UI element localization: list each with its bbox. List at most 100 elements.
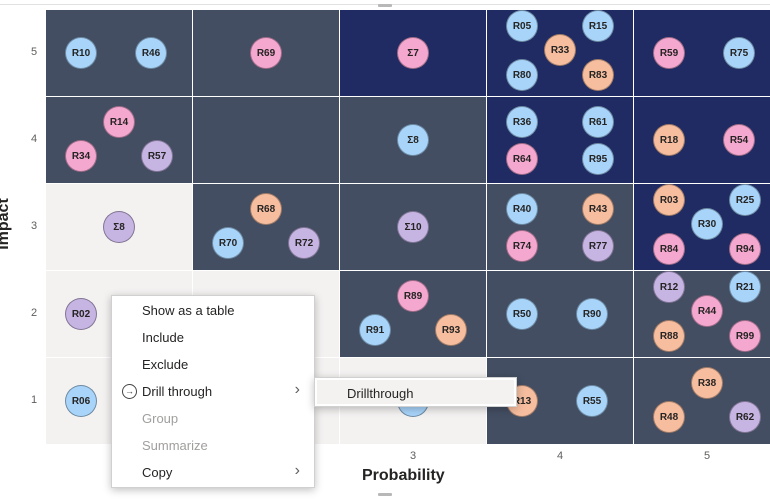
drill-through-icon: → bbox=[122, 384, 137, 399]
y-axis-title: Impact bbox=[0, 198, 12, 250]
x-tick-label: 4 bbox=[556, 450, 564, 462]
risk-bubble[interactable]: R14 bbox=[103, 106, 135, 138]
risk-bubble[interactable]: R91 bbox=[359, 314, 391, 346]
menu-item-copy[interactable]: Copy › bbox=[112, 459, 314, 486]
risk-bubble[interactable]: R18 bbox=[653, 124, 685, 156]
risk-bubble[interactable]: R64 bbox=[506, 143, 538, 175]
risk-bubble[interactable]: R55 bbox=[576, 385, 608, 417]
risk-bubble[interactable]: Σ7 bbox=[397, 37, 429, 69]
risk-bubble[interactable]: R02 bbox=[65, 298, 97, 330]
matrix-cell[interactable]: R12 R21 R44 R88 R99 bbox=[634, 271, 770, 357]
y-tick-label: 2 bbox=[30, 307, 38, 319]
matrix-cell[interactable]: R38 R48 R62 bbox=[634, 358, 770, 444]
menu-item-label: Include bbox=[142, 330, 184, 345]
matrix-cell[interactable] bbox=[193, 97, 339, 183]
x-tick-label: 5 bbox=[703, 450, 711, 462]
matrix-cell[interactable]: Σ7 bbox=[340, 10, 486, 96]
risk-matrix: R10 R46 R69 Σ7 R05 R15 R33 R80 R83 R59 R75 R14 R34 R5… bbox=[30, 10, 770, 462]
risk-bubble[interactable]: R33 bbox=[544, 34, 576, 66]
y-tick-label: 1 bbox=[30, 394, 38, 406]
risk-bubble[interactable]: R43 bbox=[582, 193, 614, 225]
risk-bubble[interactable]: R95 bbox=[582, 143, 614, 175]
submenu-item-drillthrough[interactable]: Drillthrough bbox=[317, 380, 514, 404]
y-tick-label: 3 bbox=[30, 220, 38, 232]
matrix-cell[interactable]: R69 bbox=[193, 10, 339, 96]
risk-bubble[interactable]: R40 bbox=[506, 193, 538, 225]
risk-bubble[interactable]: R21 bbox=[729, 271, 761, 303]
risk-bubble[interactable]: R48 bbox=[653, 401, 685, 433]
risk-bubble[interactable]: Σ8 bbox=[103, 211, 135, 243]
risk-bubble[interactable]: R50 bbox=[506, 298, 538, 330]
menu-item-include[interactable]: Include bbox=[112, 324, 314, 351]
risk-bubble[interactable]: Σ10 bbox=[397, 211, 429, 243]
risk-bubble[interactable]: R99 bbox=[729, 320, 761, 352]
matrix-cell[interactable]: Σ8 bbox=[46, 184, 192, 270]
menu-item-label: Show as a table bbox=[142, 303, 235, 318]
menu-item-label: Exclude bbox=[142, 357, 189, 372]
risk-bubble[interactable]: R89 bbox=[397, 280, 429, 312]
y-tick-label: 4 bbox=[30, 133, 38, 145]
risk-bubble[interactable]: R68 bbox=[250, 193, 282, 225]
risk-bubble[interactable]: R36 bbox=[506, 106, 538, 138]
risk-bubble[interactable]: R90 bbox=[576, 298, 608, 330]
risk-bubble[interactable]: R59 bbox=[653, 37, 685, 69]
risk-bubble[interactable]: R25 bbox=[729, 184, 761, 216]
context-menu: Show as a table Include Exclude → Drill thro… bbox=[111, 295, 315, 488]
matrix-cell[interactable]: R10 R46 bbox=[46, 10, 192, 96]
menu-item-label: Copy bbox=[142, 465, 173, 480]
risk-bubble[interactable]: R77 bbox=[582, 230, 614, 262]
matrix-cell[interactable]: Σ8 bbox=[340, 97, 486, 183]
risk-bubble[interactable]: R74 bbox=[506, 230, 538, 262]
risk-bubble[interactable]: R46 bbox=[135, 37, 167, 69]
risk-bubble[interactable]: R54 bbox=[723, 124, 755, 156]
top-resize-handle[interactable] bbox=[378, 4, 392, 7]
risk-bubble[interactable]: R34 bbox=[65, 140, 97, 172]
risk-bubble[interactable]: R10 bbox=[65, 37, 97, 69]
risk-bubble[interactable]: R15 bbox=[582, 10, 614, 42]
menu-item-show-as-a-table[interactable]: Show as a table bbox=[112, 297, 314, 324]
matrix-cell[interactable]: R89 R91 R93 bbox=[340, 271, 486, 357]
matrix-cell[interactable]: R14 R34 R57 bbox=[46, 97, 192, 183]
menu-item-label: Summarize bbox=[142, 438, 208, 453]
chevron-right-icon: › bbox=[294, 462, 300, 479]
risk-bubble[interactable]: R94 bbox=[729, 233, 761, 265]
matrix-cell[interactable]: R18 R54 bbox=[634, 97, 770, 183]
menu-item-drill-through[interactable]: → Drill through › bbox=[112, 378, 314, 405]
risk-bubble[interactable]: R03 bbox=[653, 184, 685, 216]
menu-item-label: Group bbox=[142, 411, 179, 426]
menu-item-group: Group bbox=[112, 405, 314, 432]
risk-bubble[interactable]: R84 bbox=[653, 233, 685, 265]
menu-item-exclude[interactable]: Exclude bbox=[112, 351, 314, 378]
risk-bubble[interactable]: R57 bbox=[141, 140, 173, 172]
matrix-cell[interactable]: R03 R25 R30 R84 R94 bbox=[634, 184, 770, 270]
matrix-cell[interactable]: R50 R90 bbox=[487, 271, 633, 357]
x-axis-title: Probability bbox=[362, 467, 445, 484]
y-tick-label: 5 bbox=[30, 46, 38, 58]
menu-item-label: Drill through bbox=[142, 384, 213, 399]
bottom-resize-handle[interactable] bbox=[378, 493, 392, 496]
drill-through-submenu: Drillthrough bbox=[314, 377, 517, 407]
risk-bubble[interactable]: R88 bbox=[653, 320, 685, 352]
risk-bubble[interactable]: R83 bbox=[582, 59, 614, 91]
matrix-cell[interactable]: R40 R43 R74 R77 bbox=[487, 184, 633, 270]
risk-bubble[interactable]: R62 bbox=[729, 401, 761, 433]
risk-bubble[interactable]: R12 bbox=[653, 271, 685, 303]
matrix-cell[interactable]: R05 R15 R33 R80 R83 bbox=[487, 10, 633, 96]
matrix-cell[interactable]: R36 R61 R64 R95 bbox=[487, 97, 633, 183]
risk-bubble[interactable]: R61 bbox=[582, 106, 614, 138]
risk-bubble[interactable]: R06 bbox=[65, 385, 97, 417]
risk-bubble[interactable]: R72 bbox=[288, 227, 320, 259]
risk-bubble[interactable]: R44 bbox=[691, 295, 723, 327]
risk-bubble[interactable]: R80 bbox=[506, 59, 538, 91]
matrix-cell[interactable]: Σ10 bbox=[340, 184, 486, 270]
risk-bubble[interactable]: R05 bbox=[506, 10, 538, 42]
risk-bubble[interactable]: R75 bbox=[723, 37, 755, 69]
matrix-cell[interactable]: R59 R75 bbox=[634, 10, 770, 96]
risk-bubble[interactable]: R69 bbox=[250, 37, 282, 69]
risk-bubble[interactable]: R30 bbox=[691, 208, 723, 240]
risk-bubble[interactable]: Σ8 bbox=[397, 124, 429, 156]
risk-bubble[interactable]: R38 bbox=[691, 367, 723, 399]
risk-bubble[interactable]: R93 bbox=[435, 314, 467, 346]
risk-bubble[interactable]: R70 bbox=[212, 227, 244, 259]
matrix-cell[interactable]: R68 R70 R72 bbox=[193, 184, 339, 270]
